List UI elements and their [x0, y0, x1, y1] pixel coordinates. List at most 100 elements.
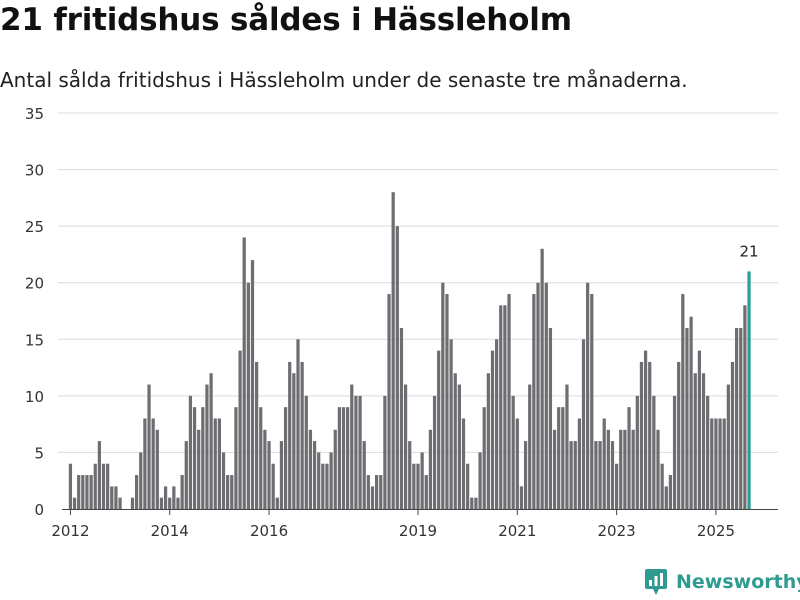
bar	[267, 441, 271, 509]
bar-series	[68, 192, 751, 509]
bar	[362, 441, 366, 509]
brand-name: Newsworthy	[676, 571, 800, 593]
bar	[466, 463, 470, 509]
bar	[449, 339, 453, 509]
y-tick-label: 25	[25, 218, 44, 236]
bar	[697, 350, 701, 509]
bar	[461, 418, 466, 509]
x-tick-label: 2025	[697, 522, 735, 540]
bar	[408, 441, 412, 509]
bar	[350, 384, 354, 509]
bar	[130, 497, 135, 509]
bar	[89, 475, 93, 509]
x-tick-label: 2021	[498, 522, 536, 540]
bar	[718, 418, 722, 509]
bar	[383, 395, 387, 509]
bar	[495, 339, 499, 509]
bar	[457, 384, 461, 509]
bar	[569, 441, 573, 509]
bar	[412, 463, 416, 509]
bar	[552, 429, 557, 509]
bar	[226, 475, 230, 509]
bar	[635, 395, 639, 509]
bar	[250, 260, 255, 509]
bar	[594, 441, 598, 509]
bar	[643, 350, 648, 509]
bar	[159, 497, 164, 509]
bar	[217, 418, 221, 509]
bar	[188, 395, 193, 509]
bar	[283, 407, 288, 509]
bar	[255, 361, 259, 509]
highlight-value-label: 21	[739, 242, 758, 260]
bar	[677, 361, 681, 509]
bar	[366, 475, 370, 509]
bar	[192, 407, 197, 509]
bar	[577, 418, 581, 509]
bar	[221, 452, 226, 509]
bar	[197, 429, 201, 509]
bar	[317, 452, 321, 509]
bar	[441, 282, 445, 509]
bar	[706, 395, 710, 509]
bar	[490, 350, 495, 509]
bar	[387, 294, 391, 509]
bar	[325, 463, 329, 509]
bar	[329, 452, 333, 509]
bar	[565, 384, 569, 509]
bar	[532, 294, 536, 509]
bar	[114, 486, 118, 509]
bar	[395, 226, 399, 509]
bar	[184, 441, 188, 509]
y-tick-label: 15	[25, 331, 44, 349]
bar	[428, 429, 433, 509]
bar	[147, 384, 151, 509]
bar	[168, 497, 172, 509]
bar	[370, 486, 375, 509]
newsworthy-logo-icon	[645, 569, 667, 595]
bar	[213, 418, 217, 509]
bar	[163, 486, 168, 509]
bar	[615, 463, 619, 509]
bar	[399, 327, 404, 509]
bar	[246, 282, 250, 509]
bar	[474, 497, 478, 509]
bar	[519, 486, 524, 509]
chart-title: 21 fritidshus såldes i Hässleholm	[0, 2, 572, 38]
bar	[548, 327, 553, 509]
y-tick-label: 20	[25, 275, 44, 293]
bar-highlight	[747, 271, 751, 509]
bar	[275, 497, 279, 509]
bar	[321, 463, 325, 509]
x-tick-label: 2016	[250, 522, 288, 540]
bar	[735, 327, 739, 509]
bar	[528, 384, 532, 509]
bar	[710, 418, 714, 509]
bar	[722, 418, 726, 509]
bar	[238, 350, 242, 509]
bar	[155, 429, 159, 509]
bar	[586, 282, 590, 509]
bar	[726, 384, 730, 509]
x-tick-label: 2019	[399, 522, 437, 540]
bar	[296, 339, 300, 509]
bar	[590, 294, 594, 509]
bar	[739, 327, 743, 509]
bar	[639, 361, 644, 509]
bar	[623, 429, 627, 509]
bar	[143, 418, 147, 509]
bar	[172, 486, 176, 509]
bar	[379, 475, 383, 509]
bar	[581, 339, 586, 509]
bar	[606, 429, 610, 509]
bar	[507, 294, 511, 509]
bar	[668, 475, 673, 509]
bar	[288, 361, 292, 509]
bar	[346, 407, 350, 509]
bar	[292, 373, 296, 509]
bar	[627, 407, 631, 509]
bar	[72, 497, 77, 509]
bar	[77, 475, 81, 509]
bar	[201, 407, 205, 509]
bar	[714, 418, 718, 509]
